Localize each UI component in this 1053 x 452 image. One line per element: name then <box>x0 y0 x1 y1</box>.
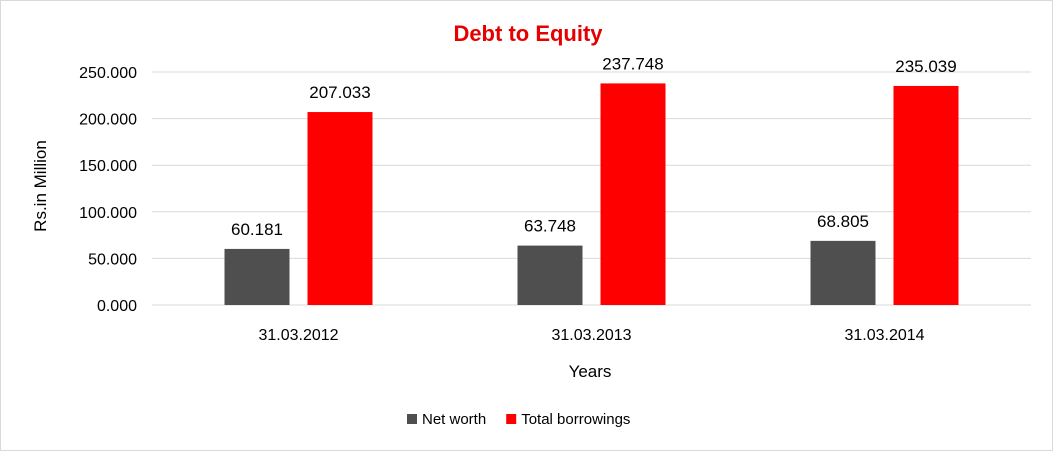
bar-net-worth <box>517 245 583 305</box>
y-axis-title: Rs.in Million <box>31 140 50 232</box>
y-tick-label: 200.000 <box>79 112 137 129</box>
x-tick-label: 31.03.2013 <box>551 327 631 344</box>
data-label: 63.748 <box>524 217 576 236</box>
gridlines <box>152 71 1031 306</box>
bars <box>224 83 959 306</box>
bar-net-worth <box>810 240 876 305</box>
y-tick-label: 150.000 <box>79 158 137 175</box>
bar-total-borrowings <box>600 83 666 306</box>
legend-label: Total borrowings <box>521 411 630 428</box>
y-axis-ticks: 0.000 50.000 100.000 150.000 200.000 250.000 <box>79 65 137 315</box>
chart-title: Debt to Equity <box>453 21 603 46</box>
x-tick-label: 31.03.2012 <box>258 327 338 344</box>
data-label: 235.039 <box>895 57 956 76</box>
bar-total-borrowings <box>307 112 373 305</box>
x-axis-title: Years <box>569 362 612 381</box>
legend: Net worth Total borrowings <box>407 411 630 428</box>
legend-label: Net worth <box>422 411 486 428</box>
y-tick-label: 50.000 <box>88 251 137 268</box>
data-label: 207.033 <box>309 83 370 102</box>
x-tick-label: 31.03.2014 <box>844 327 924 344</box>
legend-swatch <box>506 414 517 424</box>
bar-total-borrowings <box>893 85 959 305</box>
legend-swatch <box>407 414 417 424</box>
bar-net-worth <box>224 248 290 305</box>
data-labels: 60.181 207.033 63.748 237.748 68.805 235.039 <box>231 54 957 238</box>
y-tick-label: 100.000 <box>79 205 137 222</box>
x-axis-ticks: 31.03.2012 31.03.2013 31.03.2014 <box>258 327 924 344</box>
y-tick-label: 250.000 <box>79 65 137 82</box>
y-tick-label: 0.000 <box>97 298 137 315</box>
data-label: 237.748 <box>602 54 663 73</box>
data-label: 60.181 <box>231 220 283 239</box>
data-label: 68.805 <box>817 212 869 231</box>
